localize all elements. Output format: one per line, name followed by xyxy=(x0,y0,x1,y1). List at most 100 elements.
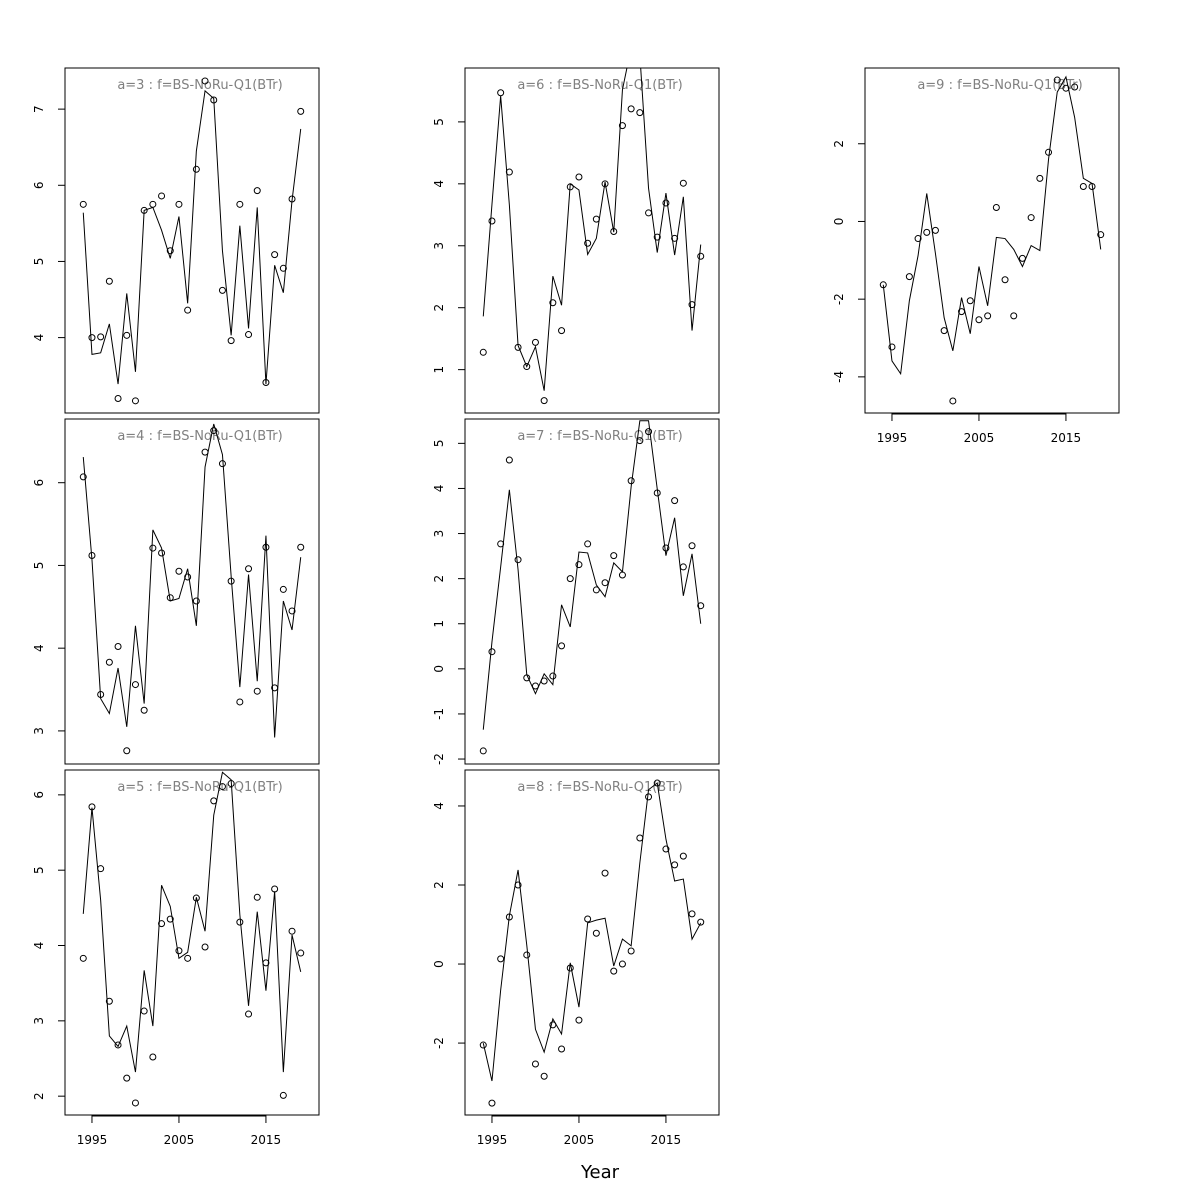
data-point xyxy=(575,1016,583,1024)
y-tick-label: 0 xyxy=(832,218,846,226)
panel-title: a=7 : f=BS-NoRu-Q1(BTr) xyxy=(517,429,682,444)
data-point xyxy=(245,1010,253,1018)
data-point xyxy=(479,348,487,356)
data-point xyxy=(158,192,166,200)
y-tick-label: 5 xyxy=(32,866,46,874)
data-point xyxy=(1010,312,1018,320)
data-point xyxy=(236,918,244,926)
data-point xyxy=(923,228,931,236)
data-point xyxy=(497,89,505,97)
x-tick-label: 1995 xyxy=(477,1133,508,1147)
data-point xyxy=(610,552,618,560)
data-point xyxy=(601,869,609,877)
data-point xyxy=(271,885,279,893)
data-point xyxy=(662,544,670,552)
data-point xyxy=(645,428,653,436)
data-point xyxy=(592,929,600,937)
x-tick-label: 2005 xyxy=(564,1133,595,1147)
plot-area xyxy=(79,771,305,1107)
panel: a=5 : f=BS-NoRu-Q1(BTr) 2 3 4 5 6 1995 2005 2015 xyxy=(32,769,320,1147)
data-point xyxy=(279,585,287,593)
data-point xyxy=(218,460,226,468)
data-point xyxy=(297,543,305,551)
data-point xyxy=(105,277,113,285)
data-point xyxy=(97,865,105,873)
data-point xyxy=(558,327,566,335)
y-tick-label: 2 xyxy=(432,575,446,583)
data-point xyxy=(627,105,635,113)
panel-frame xyxy=(464,769,720,1116)
y-tick-label: 7 xyxy=(32,105,46,113)
data-point xyxy=(697,252,705,260)
data-point xyxy=(671,861,679,869)
fitted-line xyxy=(82,423,302,738)
y-tick-label: -2 xyxy=(832,293,846,305)
panel: a=8 : f=BS-NoRu-Q1(BTr) -2 0 2 4 1995 2005 2015 xyxy=(432,769,720,1147)
y-tick-label: 1 xyxy=(432,366,446,374)
plot-area xyxy=(79,423,305,755)
data-point xyxy=(558,642,566,650)
data-point xyxy=(575,173,583,181)
fitted-line xyxy=(82,89,302,385)
data-point xyxy=(488,648,496,656)
data-point xyxy=(288,927,296,935)
y-tick-label: 5 xyxy=(432,118,446,126)
data-point xyxy=(149,1053,157,1061)
data-point xyxy=(201,77,209,85)
data-point xyxy=(192,597,200,605)
data-point xyxy=(175,200,183,208)
data-point xyxy=(279,264,287,272)
data-point xyxy=(662,199,670,207)
plot-area xyxy=(479,779,705,1107)
data-point xyxy=(131,1099,139,1107)
x-tick-label: 1995 xyxy=(77,1133,108,1147)
data-point xyxy=(488,1099,496,1107)
y-tick-label: 2 xyxy=(432,304,446,312)
data-point xyxy=(505,456,513,464)
y-tick-label: 5 xyxy=(432,440,446,448)
data-point xyxy=(1071,83,1079,91)
data-point xyxy=(497,955,505,963)
data-point xyxy=(184,306,192,314)
data-point xyxy=(975,316,983,324)
panel: a=6 : f=BS-NoRu-Q1(BTr) 1 2 3 4 5 xyxy=(432,67,720,414)
data-point xyxy=(192,165,200,173)
data-point xyxy=(88,334,96,342)
data-point xyxy=(636,109,644,117)
data-point xyxy=(697,918,705,926)
data-point xyxy=(905,273,913,281)
data-point xyxy=(688,542,696,550)
data-point xyxy=(575,561,583,569)
data-point xyxy=(671,497,679,505)
data-point xyxy=(297,107,305,115)
fitted-line xyxy=(482,420,702,730)
panel: a=3 : f=BS-NoRu-Q1(BTr) 4 5 6 7 xyxy=(32,67,320,414)
data-point xyxy=(105,658,113,666)
data-point xyxy=(540,397,548,405)
panel-title: a=5 : f=BS-NoRu-Q1(BTr) xyxy=(117,780,282,795)
x-tick-label: 2015 xyxy=(1051,431,1082,445)
data-point xyxy=(653,233,661,241)
y-tick-label: 0 xyxy=(432,960,446,968)
panel-title: a=4 : f=BS-NoRu-Q1(BTr) xyxy=(117,429,282,444)
data-point xyxy=(253,893,261,901)
y-tick-label: 1 xyxy=(432,620,446,628)
panel-title: a=8 : f=BS-NoRu-Q1(BTr) xyxy=(517,780,682,795)
data-point xyxy=(114,395,122,403)
y-tick-label: -4 xyxy=(832,371,846,383)
plot-area xyxy=(879,75,1105,405)
y-tick-label: 3 xyxy=(432,530,446,538)
data-point xyxy=(114,1041,122,1049)
panel-frame xyxy=(464,67,720,414)
data-point xyxy=(97,333,105,341)
data-point xyxy=(888,343,896,351)
panel-title: a=3 : f=BS-NoRu-Q1(BTr) xyxy=(117,78,282,93)
data-point xyxy=(618,960,626,968)
data-point xyxy=(584,915,592,923)
y-tick-label: -1 xyxy=(432,708,446,720)
data-point xyxy=(688,910,696,918)
data-point xyxy=(236,698,244,706)
panel: a=7 : f=BS-NoRu-Q1(BTr) -2 -1 0 1 2 3 4 5 xyxy=(432,418,720,765)
data-point xyxy=(592,215,600,223)
